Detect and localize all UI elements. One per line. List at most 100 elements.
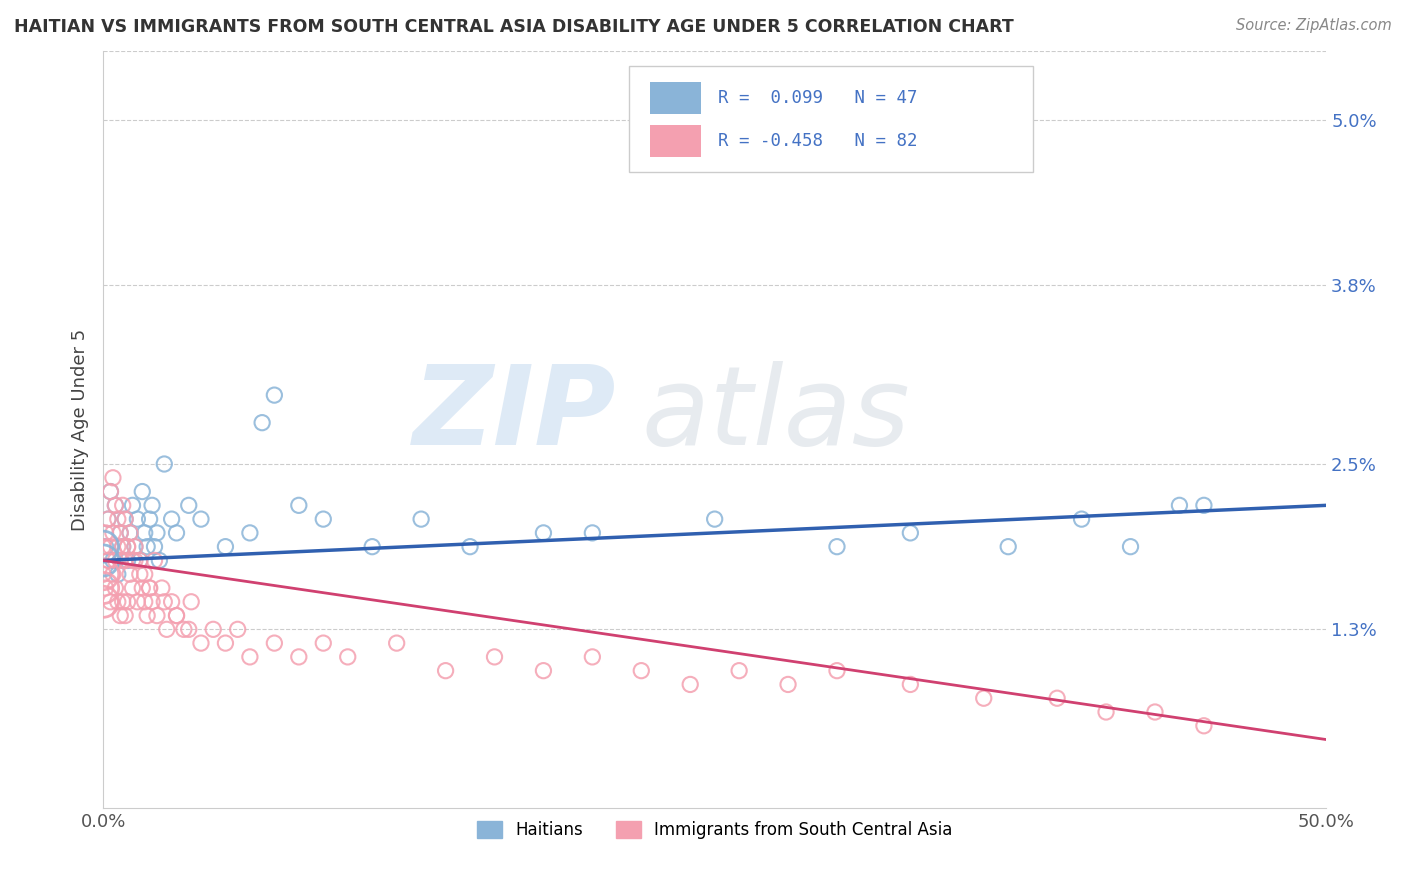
Immigrants from South Central Asia	[97, 553, 120, 567]
Immigrants from South Central Asia	[288, 649, 311, 664]
Immigrants from South Central Asia	[128, 553, 150, 567]
Immigrants from South Central Asia	[533, 664, 555, 678]
Immigrants from South Central Asia	[1143, 705, 1166, 719]
Immigrants from South Central Asia	[138, 581, 160, 595]
Haitians	[128, 553, 150, 567]
Haitians	[148, 553, 170, 567]
Immigrants from South Central Asia	[121, 581, 143, 595]
Immigrants from South Central Asia	[111, 540, 134, 554]
Haitians	[153, 457, 176, 471]
Immigrants from South Central Asia	[173, 623, 195, 637]
Immigrants from South Central Asia	[825, 664, 848, 678]
Haitians	[107, 567, 129, 582]
Immigrants from South Central Asia	[111, 595, 134, 609]
Text: Source: ZipAtlas.com: Source: ZipAtlas.com	[1236, 18, 1392, 33]
Y-axis label: Disability Age Under 5: Disability Age Under 5	[72, 328, 89, 531]
Haitians	[177, 499, 200, 513]
Immigrants from South Central Asia	[104, 499, 127, 513]
Immigrants from South Central Asia	[177, 623, 200, 637]
Haitians	[146, 525, 169, 540]
Haitians	[136, 540, 159, 554]
Immigrants from South Central Asia	[100, 595, 122, 609]
Immigrants from South Central Asia	[150, 581, 173, 595]
Text: HAITIAN VS IMMIGRANTS FROM SOUTH CENTRAL ASIA DISABILITY AGE UNDER 5 CORRELATION: HAITIAN VS IMMIGRANTS FROM SOUTH CENTRAL…	[14, 18, 1014, 36]
Immigrants from South Central Asia	[226, 623, 249, 637]
Immigrants from South Central Asia	[156, 623, 179, 637]
Immigrants from South Central Asia	[160, 595, 183, 609]
Immigrants from South Central Asia	[776, 677, 799, 691]
Haitians	[214, 540, 236, 554]
Immigrants from South Central Asia	[136, 608, 159, 623]
Haitians	[143, 540, 166, 554]
Haitians	[134, 525, 156, 540]
Haitians	[190, 512, 212, 526]
Text: atlas: atlas	[641, 361, 910, 468]
Immigrants from South Central Asia	[581, 649, 603, 664]
Immigrants from South Central Asia	[114, 512, 136, 526]
Haitians	[1070, 512, 1092, 526]
Immigrants from South Central Asia	[107, 540, 129, 554]
Immigrants from South Central Asia	[166, 608, 188, 623]
Immigrants from South Central Asia	[100, 540, 122, 554]
Immigrants from South Central Asia	[101, 567, 124, 582]
Immigrants from South Central Asia	[128, 567, 150, 582]
Haitians	[94, 540, 117, 554]
Immigrants from South Central Asia	[117, 595, 139, 609]
Haitians	[121, 499, 143, 513]
Immigrants from South Central Asia	[1046, 691, 1069, 706]
Haitians	[825, 540, 848, 554]
Immigrants from South Central Asia	[728, 664, 751, 678]
Haitians	[124, 540, 146, 554]
Immigrants from South Central Asia	[630, 664, 652, 678]
Haitians	[263, 388, 285, 402]
Immigrants from South Central Asia	[107, 512, 129, 526]
Point	[91, 581, 114, 595]
Haitians	[361, 540, 384, 554]
Immigrants from South Central Asia	[146, 608, 169, 623]
Haitians	[533, 525, 555, 540]
Point	[91, 553, 114, 567]
Haitians	[110, 525, 132, 540]
Immigrants from South Central Asia	[131, 581, 153, 595]
Immigrants from South Central Asia	[153, 595, 176, 609]
Immigrants from South Central Asia	[94, 581, 117, 595]
Immigrants from South Central Asia	[114, 608, 136, 623]
Immigrants from South Central Asia	[110, 553, 132, 567]
Immigrants from South Central Asia	[202, 623, 225, 637]
Point	[91, 540, 114, 554]
Haitians	[703, 512, 725, 526]
Haitians	[160, 512, 183, 526]
Immigrants from South Central Asia	[110, 608, 132, 623]
Immigrants from South Central Asia	[263, 636, 285, 650]
Bar	[650, 125, 702, 157]
Immigrants from South Central Asia	[134, 595, 156, 609]
Immigrants from South Central Asia	[117, 540, 139, 554]
Haitians	[1192, 499, 1215, 513]
Haitians	[111, 540, 134, 554]
Haitians	[250, 416, 273, 430]
Immigrants from South Central Asia	[124, 540, 146, 554]
Immigrants from South Central Asia	[180, 595, 202, 609]
Haitians	[1119, 540, 1142, 554]
Haitians	[131, 484, 153, 499]
Immigrants from South Central Asia	[127, 595, 149, 609]
Haitians	[312, 512, 335, 526]
Point	[91, 595, 114, 609]
Haitians	[411, 512, 433, 526]
Haitians	[104, 499, 127, 513]
Haitians	[997, 540, 1019, 554]
Immigrants from South Central Asia	[141, 595, 163, 609]
Haitians	[898, 525, 921, 540]
Immigrants from South Central Asia	[973, 691, 995, 706]
Immigrants from South Central Asia	[1095, 705, 1118, 719]
Haitians	[117, 553, 139, 567]
Immigrants from South Central Asia	[239, 649, 262, 664]
Immigrants from South Central Asia	[94, 525, 117, 540]
Immigrants from South Central Asia	[121, 553, 143, 567]
Haitians	[100, 484, 122, 499]
Haitians	[166, 525, 188, 540]
Immigrants from South Central Asia	[91, 540, 114, 554]
Immigrants from South Central Asia	[124, 553, 146, 567]
Bar	[650, 82, 702, 113]
FancyBboxPatch shape	[628, 66, 1032, 172]
